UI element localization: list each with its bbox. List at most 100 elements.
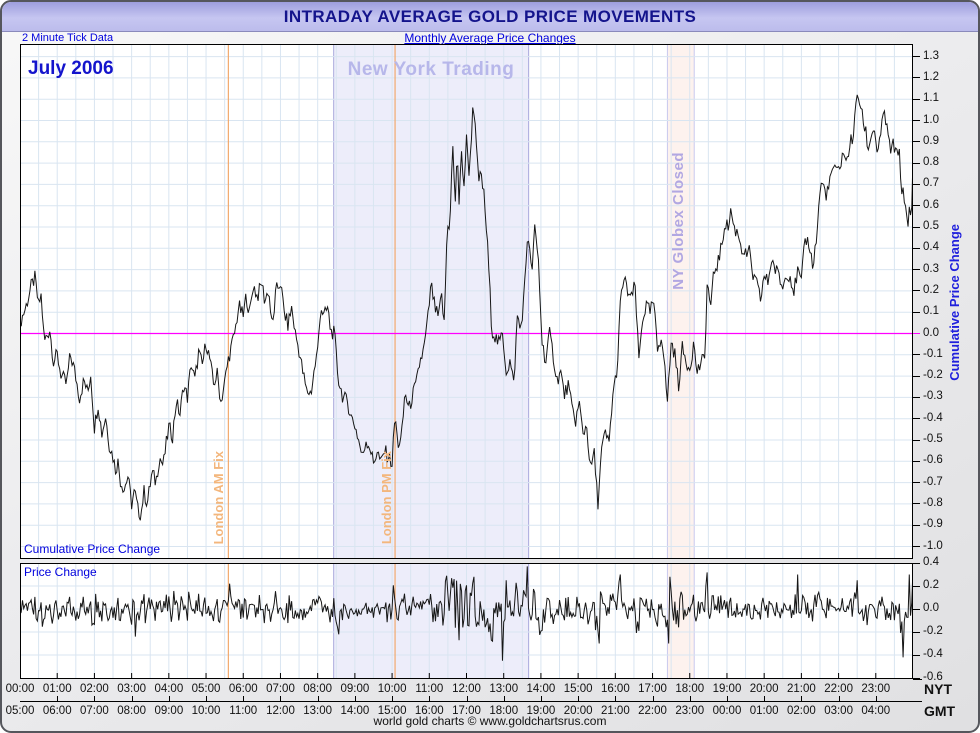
gmt-hour-tick: [540, 696, 542, 701]
y-axis-tick-label: 0.8: [923, 156, 939, 169]
nyt-timezone-label: NYT: [924, 681, 952, 697]
y-axis-tick-mark: [913, 396, 920, 398]
y-axis-tick-mark: [913, 608, 920, 610]
x-axis-label-nyt: 15:00: [563, 683, 593, 695]
y-axis-tick-mark: [913, 333, 920, 334]
gmt-hour-tick: [392, 696, 394, 701]
chart-subtitle: Monthly Average Price Changes: [404, 31, 576, 45]
price-change-panel: [20, 563, 913, 679]
gridlines: [20, 44, 913, 559]
y-axis-tick-label: 0.1: [923, 305, 939, 318]
month-label: July 2006: [28, 58, 114, 79]
y-axis-tick-mark: [913, 290, 920, 292]
x-axis-label-gmt: 19:00: [526, 705, 556, 717]
gmt-hour-tick: [689, 696, 691, 701]
y-axis-tick-label: -0.5: [923, 433, 943, 445]
x-axis-label-nyt: 03:00: [117, 683, 147, 695]
y-axis-tick-label: -0.3: [923, 390, 943, 403]
gmt-hour-tick: [280, 696, 282, 701]
x-axis-label-nyt: 05:00: [191, 683, 221, 695]
tick-data-note: 2 Minute Tick Data: [22, 32, 114, 44]
y-axis-tick-mark: [913, 482, 920, 484]
gmt-hour-tick: [764, 696, 766, 701]
y-axis-tick-mark: [913, 56, 920, 58]
x-axis-label-gmt: 10:00: [191, 705, 221, 717]
gridlines: [20, 563, 913, 679]
y-axis-tick-mark: [913, 162, 920, 164]
y-axis-tick-mark: [913, 247, 920, 249]
y-axis-tick-label: 1.1: [923, 92, 939, 105]
y-axis-tick-label: -0.8: [923, 496, 943, 509]
y-axis-tick-label: -0.9: [923, 518, 943, 531]
x-axis-label-gmt: 12:00: [266, 705, 295, 717]
x-axis-label-gmt: 22:00: [638, 705, 667, 717]
y-axis-tick-label: -0.1: [923, 347, 943, 360]
x-axis-label-gmt: 03:00: [824, 705, 853, 717]
cumulative-price-panel: [20, 44, 913, 559]
x-axis-label-nyt: 02:00: [80, 683, 109, 695]
y-axis-tick-label: 0.4: [923, 241, 939, 254]
gmt-hour-tick: [57, 696, 59, 701]
price-change-line: [20, 566, 913, 661]
y-axis-tick-mark: [913, 460, 920, 462]
y-axis-tick-label: 0.9: [923, 134, 939, 147]
price-change-chart: [20, 563, 913, 679]
x-axis-label-gmt: 13:00: [303, 705, 333, 717]
y-axis-tick-mark: [913, 205, 920, 207]
y-axis-tick-mark: [913, 311, 920, 313]
x-axis-label-gmt: 21:00: [600, 705, 630, 717]
y-axis-tick-label: -0.6: [923, 454, 943, 467]
y-axis-tick-mark: [913, 418, 920, 420]
x-axis-label-nyt: 11:00: [415, 683, 444, 695]
y-axis-tick-mark: [913, 677, 920, 679]
y-axis-tick-label: 1.0: [923, 113, 939, 126]
copyright-footer: world gold charts © www.goldchartsrus.co…: [373, 714, 607, 728]
y-axis-tick-mark: [913, 98, 920, 100]
gmt-hour-tick: [652, 696, 654, 701]
london-pm-fix-label: London PM Fix: [379, 451, 394, 545]
x-axis-label-gmt: 18:00: [489, 705, 519, 717]
x-axis-label-gmt: 00:00: [712, 705, 742, 717]
gmt-axis-line: [20, 701, 922, 702]
x-axis-label-nyt: 12:00: [452, 683, 481, 695]
y-axis-tick-label: 0.6: [923, 198, 939, 211]
x-axis-label-gmt: 04:00: [861, 705, 891, 717]
x-axis-label-nyt: 01:00: [42, 683, 72, 695]
x-axis-label-nyt: 17:00: [638, 683, 667, 695]
y-axis-tick-label: -0.2: [923, 369, 943, 382]
y-axis-tick-mark: [913, 524, 920, 526]
page-title: INTRADAY AVERAGE GOLD PRICE MOVEMENTS: [283, 7, 697, 26]
x-axis-label-gmt: 06:00: [42, 705, 72, 717]
y-axis-tick-label: -0.6: [923, 671, 943, 683]
x-axis-label-nyt: 04:00: [154, 683, 184, 695]
x-axis-label-nyt: 20:00: [749, 683, 779, 695]
gmt-hour-tick: [726, 696, 728, 701]
y-axis-tick-label: 0.5: [923, 220, 939, 232]
x-axis-label-gmt: 11:00: [229, 705, 258, 717]
panel-border: [20, 563, 913, 679]
x-axis-label-gmt: 17:00: [452, 705, 481, 717]
london-am-fix-label: London AM Fix: [211, 451, 226, 545]
y-axis-tick-label: 0.0: [923, 602, 939, 614]
x-axis-label-gmt: 08:00: [117, 705, 147, 717]
gmt-hour-tick: [838, 696, 840, 701]
x-axis-label-nyt: 21:00: [786, 683, 816, 695]
x-axis-label-gmt: 07:00: [80, 705, 109, 717]
x-axis-label-gmt: 15:00: [377, 705, 407, 717]
ny-trading-band-label: New York Trading: [347, 59, 515, 80]
gmt-hour-tick: [615, 696, 617, 701]
gmt-hour-tick: [94, 696, 96, 701]
ny-trading-band: [333, 563, 529, 679]
y-axis-tick-mark: [913, 439, 920, 441]
gmt-hour-tick: [875, 696, 877, 701]
y-axis-tick-mark: [913, 141, 920, 143]
gmt-hour-tick: [168, 696, 170, 701]
x-axis-label-gmt: 14:00: [340, 705, 370, 717]
nyt-axis-line-extension: [913, 679, 922, 680]
y-axis-tick-mark: [913, 546, 920, 547]
x-axis-label-gmt: 20:00: [563, 705, 593, 717]
panel-border: [20, 44, 913, 559]
x-axis-label-gmt: 05:00: [5, 705, 35, 717]
y-axis-tick-label: 0.0: [923, 326, 939, 339]
